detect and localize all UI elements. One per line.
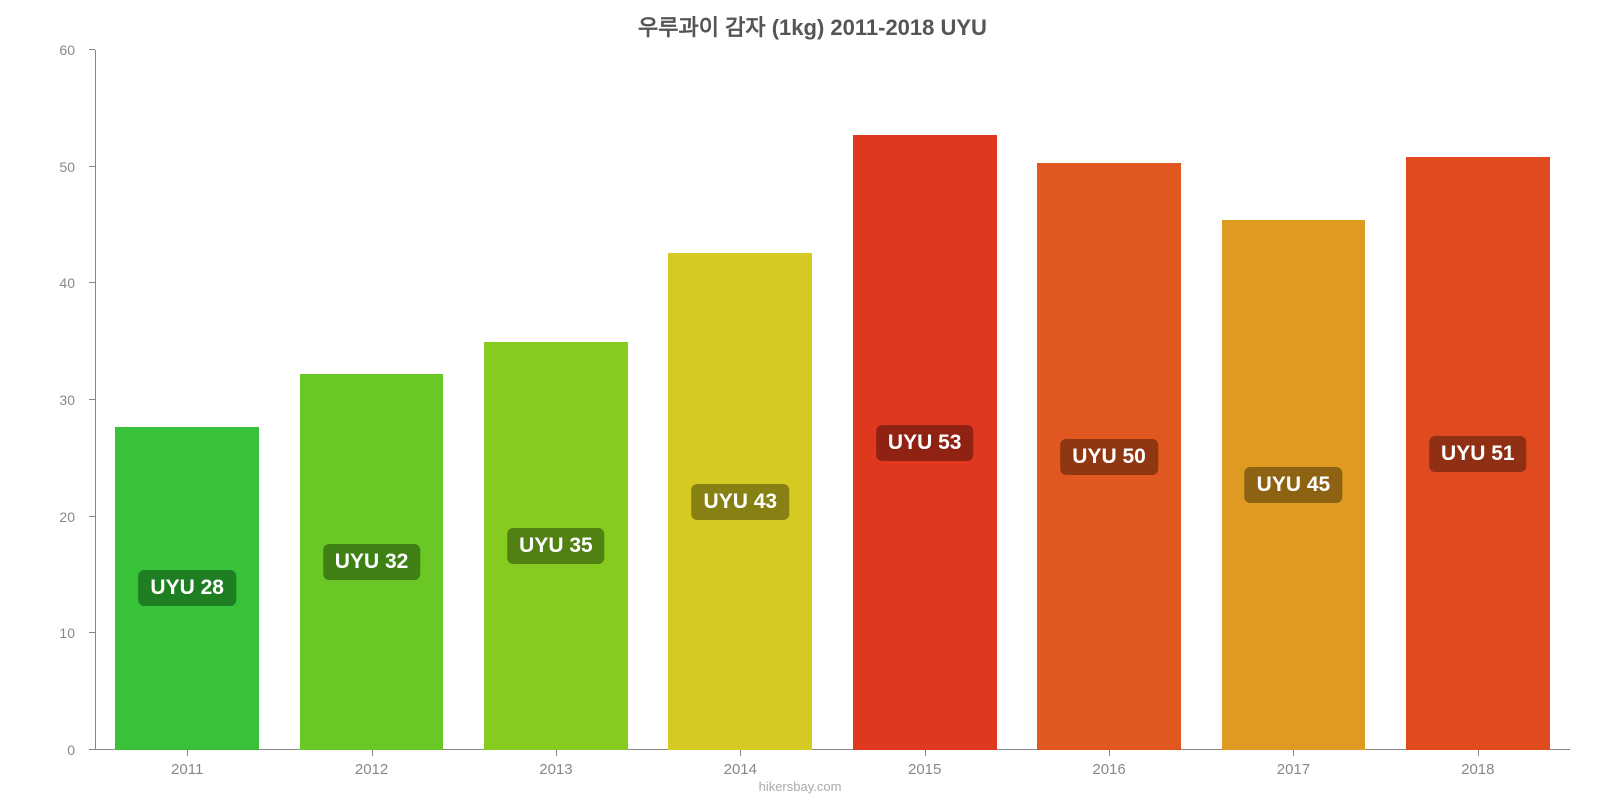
bar-value-label: UYU 53 [876,425,974,461]
x-tick-mark [1293,750,1294,756]
plot-area: 0102030405060 UYU 28UYU 32UYU 35UYU 43UY… [55,50,1570,750]
bar: UYU 32 [300,374,444,750]
x-tick-mark [925,750,926,756]
x-tick-label: 2016 [1017,761,1201,778]
x-tick-label: 2017 [1201,761,1385,778]
bar: UYU 50 [1037,163,1181,750]
bar-value-label: UYU 51 [1429,436,1527,472]
y-tick-label: 0 [35,742,75,758]
x-tick-label: 2011 [95,761,279,778]
x-tick-mark [556,750,557,756]
bar: UYU 35 [484,342,628,750]
y-tick-label: 40 [35,275,75,291]
bar: UYU 53 [853,135,997,750]
bar-value-label: UYU 28 [138,570,236,606]
x-tick-mark [187,750,188,756]
x-tick-mark [1109,750,1110,756]
bar-value-label: UYU 45 [1245,467,1343,503]
x-tick-mark [372,750,373,756]
bars-area: UYU 28 UYU 32 UYU 35 UYU 43 UYU 53 UYU 50 UYU … [95,50,1570,750]
bar-slot: UYU 32 [279,50,463,750]
bar-value-label: UYU 43 [692,484,790,520]
bar: UYU 51 [1406,157,1550,750]
bar-slot: UYU 53 [833,50,1017,750]
bar-value-label: UYU 32 [323,544,421,580]
y-tick-label: 30 [35,392,75,408]
x-tick-label: 2015 [833,761,1017,778]
bar: UYU 43 [668,253,812,750]
x-tick-label: 2018 [1386,761,1570,778]
y-axis: 0102030405060 [45,50,85,750]
y-tick-label: 10 [35,625,75,641]
bar-value-label: UYU 35 [507,528,605,564]
x-tick-mark [740,750,741,756]
bar: UYU 28 [115,427,259,750]
x-tick-label: 2012 [279,761,463,778]
attribution: hikersbay.com [0,779,1600,794]
y-tick-label: 50 [35,159,75,175]
bar-slot: UYU 45 [1201,50,1385,750]
chart-title: 우루과이 감자 (1kg) 2011-2018 UYU [55,10,1570,42]
bar: UYU 45 [1222,220,1366,750]
x-axis-labels: 20112012201320142015201620172018 [95,761,1570,778]
y-tick-label: 20 [35,509,75,525]
bar-slot: UYU 35 [464,50,648,750]
bar-slot: UYU 43 [648,50,832,750]
chart-container: 우루과이 감자 (1kg) 2011-2018 UYU 010203040506… [0,0,1600,800]
x-tick-mark [1478,750,1479,756]
bar-slot: UYU 28 [95,50,279,750]
bar-value-label: UYU 50 [1060,439,1158,475]
x-tick-label: 2013 [464,761,648,778]
x-tick-label: 2014 [648,761,832,778]
bar-slot: UYU 50 [1017,50,1201,750]
bar-slot: UYU 51 [1386,50,1570,750]
y-tick-label: 60 [35,42,75,58]
